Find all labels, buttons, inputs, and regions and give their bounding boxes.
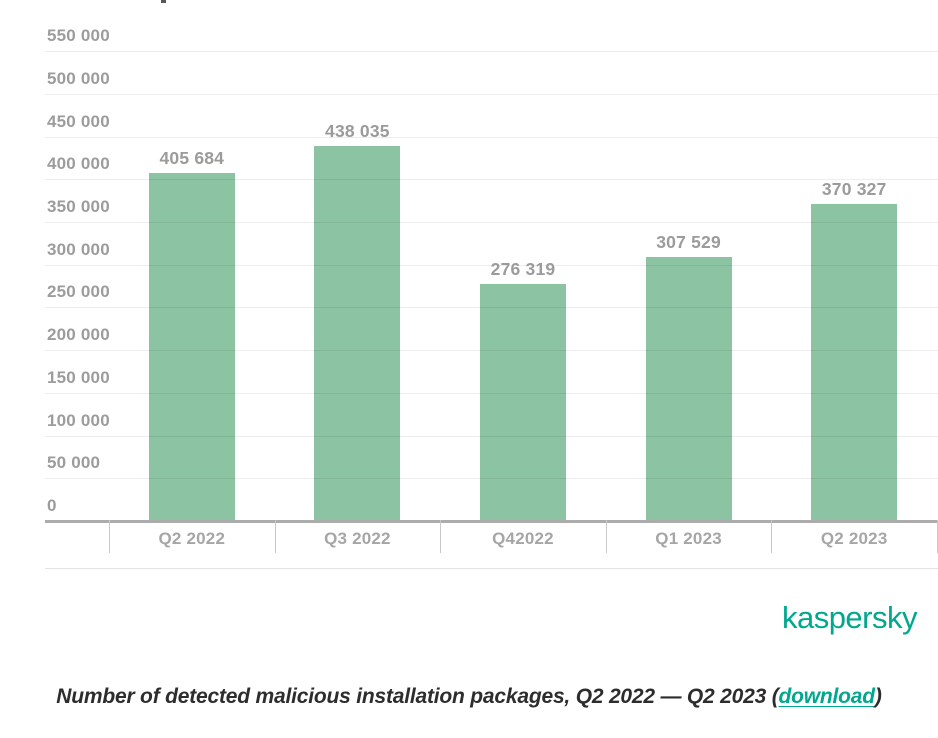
- bottom-separator: [45, 568, 938, 569]
- y-axis-label: 0: [47, 496, 57, 515]
- bar-q3-2022: [314, 145, 401, 520]
- y-axis-label: 500 000: [47, 68, 110, 88]
- y-axis-label: 100 000: [47, 410, 110, 430]
- x-axis-label: Q2 2023: [820, 529, 888, 548]
- bar-q2-2023: [811, 203, 898, 520]
- gridline: [45, 93, 938, 95]
- gridline: [45, 264, 938, 266]
- bar-value-label: 307 529: [656, 232, 721, 253]
- cropped-title-fragment: [161, 0, 166, 3]
- y-axis-label: 300 000: [47, 239, 110, 259]
- gridline: [45, 307, 938, 309]
- gridline: [45, 350, 938, 352]
- gridline: [45, 435, 938, 437]
- x-axis-label: Q1 2023: [655, 529, 722, 548]
- bar-value-label: 370 327: [821, 178, 887, 199]
- gridline: [45, 51, 938, 52]
- x-axis-tick: [274, 520, 276, 553]
- bar-chart: 0 50 000 100 000 150 000 200 000 250 000 300 0…: [45, 26, 938, 553]
- x-axis-tick: [109, 520, 110, 553]
- kaspersky-logo: kaspersky: [781, 600, 918, 635]
- bar-value-label: 438 035: [325, 120, 390, 141]
- x-axis-line: [45, 520, 938, 523]
- y-axis-label: 450 000: [47, 111, 110, 131]
- gridline: [45, 136, 938, 138]
- y-axis-label: 200 000: [47, 325, 110, 345]
- x-axis-label: Q2 2022: [158, 529, 226, 548]
- bar-q1-2023: [645, 257, 732, 520]
- bar-q2-2022: [148, 173, 235, 520]
- x-axis-tick: [605, 520, 607, 553]
- bar-q42022: [480, 283, 566, 520]
- y-axis-label: 350 000: [47, 196, 110, 216]
- caption-text-before: Number of detected malicious installatio…: [56, 685, 779, 708]
- caption-text-after: ): [874, 685, 882, 708]
- bar-value-label: 405 684: [159, 148, 225, 169]
- x-axis-label: Q3 2022: [324, 529, 391, 548]
- download-link[interactable]: download: [778, 685, 876, 708]
- x-axis-tick: [771, 520, 773, 553]
- gridline: [45, 478, 938, 480]
- x-axis-tick: [440, 520, 442, 553]
- gridline: [45, 179, 938, 181]
- y-axis-label: 250 000: [47, 282, 110, 302]
- y-axis-label: 400 000: [47, 154, 110, 174]
- x-axis-label: Q42022: [492, 529, 554, 548]
- bar-value-label: 276 319: [490, 258, 556, 279]
- y-axis-label: 550 000: [47, 26, 110, 45]
- chart-caption: Number of detected malicious installatio…: [0, 685, 938, 709]
- y-axis-label: 50 000: [47, 453, 101, 473]
- gridline: [45, 392, 938, 394]
- y-axis-label: 150 000: [47, 367, 110, 387]
- gridline: [45, 221, 938, 223]
